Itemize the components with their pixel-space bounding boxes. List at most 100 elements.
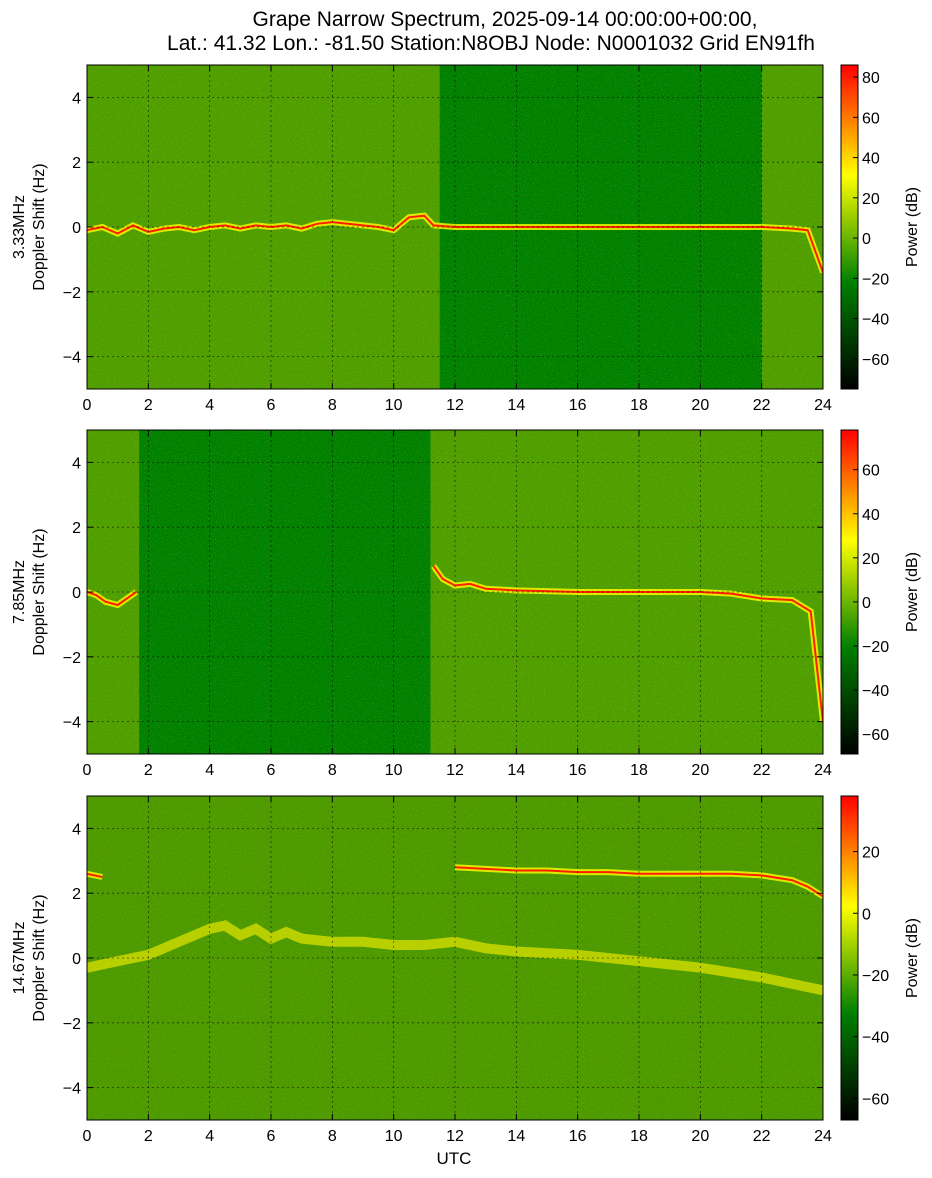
y-axis-label-doppler: Doppler Shift (Hz): [31, 894, 48, 1021]
y-tick-label: −4: [63, 1081, 81, 1098]
y-tick-label: 2: [72, 155, 81, 172]
colorbar-tick-label: 40: [862, 151, 880, 168]
x-tick-label: 6: [267, 762, 276, 779]
x-tick-label: 20: [691, 1128, 709, 1145]
colorbar-tick-label: 0: [862, 231, 871, 248]
x-tick-label: 24: [814, 397, 832, 414]
x-tick-label: 6: [267, 397, 276, 414]
x-tick-label: 12: [446, 1128, 464, 1145]
x-tick-label: 14: [507, 762, 525, 779]
x-tick-label: 24: [814, 762, 832, 779]
colorbar-tick-label: −40: [862, 1030, 889, 1047]
x-tick-label: 6: [267, 1128, 276, 1145]
colorbar-tick-label: 40: [862, 507, 880, 524]
colorbar-tick-label: −40: [862, 683, 889, 700]
x-tick-label: 12: [446, 762, 464, 779]
colorbar: [840, 64, 859, 390]
colorbar: [840, 429, 859, 755]
y-tick-label: 0: [72, 220, 81, 237]
heatmap-area: [87, 430, 823, 754]
y-tick-label: −2: [63, 285, 81, 302]
colorbar-tick-label: 20: [862, 191, 880, 208]
carrier-trace: [87, 872, 103, 878]
x-tick-label: 4: [205, 1128, 214, 1145]
colorbar-tick-label: 20: [862, 845, 880, 862]
x-tick-label: 10: [385, 762, 403, 779]
x-tick-label: 16: [569, 1128, 587, 1145]
x-tick-label: 8: [328, 762, 337, 779]
colorbar-label: Power (dB): [904, 552, 921, 632]
x-tick-label: 12: [446, 397, 464, 414]
x-tick-label: 16: [569, 397, 587, 414]
colorbar-label: Power (dB): [904, 918, 921, 998]
x-tick-label: 18: [630, 1128, 648, 1145]
y-axis-label-frequency: 7.85MHz: [11, 560, 28, 624]
colorbar-tick-label: 0: [862, 595, 871, 612]
x-tick-label: 22: [753, 397, 771, 414]
carrier-trace: [87, 591, 137, 607]
x-tick-label: 2: [144, 397, 153, 414]
carrier-trace: [454, 866, 823, 898]
y-axis-label-frequency: 3.33MHz: [11, 195, 28, 259]
y-tick-label: 4: [72, 455, 81, 472]
x-tick-label: 20: [691, 762, 709, 779]
x-tick-label: 2: [144, 1128, 153, 1145]
y-tick-label: 4: [72, 821, 81, 838]
colorbar-tick-label: 0: [862, 906, 871, 923]
y-tick-label: −2: [63, 1016, 81, 1033]
x-tick-label: 0: [83, 397, 92, 414]
x-tick-label: 22: [753, 762, 771, 779]
colorbar-tick-label: 60: [862, 110, 880, 127]
colorbar-tick-label: 60: [862, 463, 880, 480]
colorbar-tick-label: −20: [862, 639, 889, 656]
colorbar-tick-label: −60: [862, 1091, 889, 1108]
x-tick-label: 18: [630, 762, 648, 779]
heatmap-area: [87, 65, 823, 389]
colorbar-tick-label: −60: [862, 352, 889, 369]
y-axis-label-doppler: Doppler Shift (Hz): [31, 528, 48, 655]
x-tick-label: 22: [753, 1128, 771, 1145]
y-tick-label: 4: [72, 90, 81, 107]
x-tick-label: 20: [691, 397, 709, 414]
x-tick-label: 18: [630, 397, 648, 414]
y-tick-label: 0: [72, 951, 81, 968]
colorbar-tick-label: −60: [862, 727, 889, 744]
diffuse-trace: [87, 920, 823, 996]
x-axis-label: UTC: [437, 1149, 472, 1168]
colorbar-tick-label: 80: [862, 70, 880, 87]
x-tick-label: 0: [83, 762, 92, 779]
x-tick-label: 4: [205, 397, 214, 414]
y-tick-label: −2: [63, 650, 81, 667]
colorbar-tick-label: −40: [862, 312, 889, 329]
colorbar-tick-label: −20: [862, 271, 889, 288]
y-tick-label: 2: [72, 886, 81, 903]
x-tick-label: 14: [507, 1128, 525, 1145]
x-tick-label: 16: [569, 762, 587, 779]
figure-title-line2: Lat.: 41.32 Lon.: -81.50 Station:N8OBJ N…: [167, 32, 815, 55]
x-tick-label: 24: [814, 1128, 832, 1145]
x-tick-label: 14: [507, 397, 525, 414]
y-tick-label: 2: [72, 520, 81, 537]
x-tick-label: 8: [328, 397, 337, 414]
y-axis-label-frequency: 14.67MHz: [11, 922, 28, 995]
x-tick-label: 2: [144, 762, 153, 779]
y-tick-label: 0: [72, 585, 81, 602]
y-tick-label: −4: [63, 715, 81, 732]
x-tick-label: 8: [328, 1128, 337, 1145]
colorbar-tick-label: −20: [862, 968, 889, 985]
x-tick-label: 0: [83, 1128, 92, 1145]
colorbar-tick-label: 20: [862, 551, 880, 568]
x-tick-label: 4: [205, 762, 214, 779]
heatmap-area: [87, 796, 823, 1120]
x-tick-label: 10: [385, 1128, 403, 1145]
x-tick-label: 10: [385, 397, 403, 414]
colorbar: [840, 795, 859, 1121]
y-tick-label: −4: [63, 350, 81, 367]
colorbar-label: Power (dB): [904, 187, 921, 267]
figure-title-line1: Grape Narrow Spectrum, 2025-09-14 00:00:…: [253, 8, 758, 31]
